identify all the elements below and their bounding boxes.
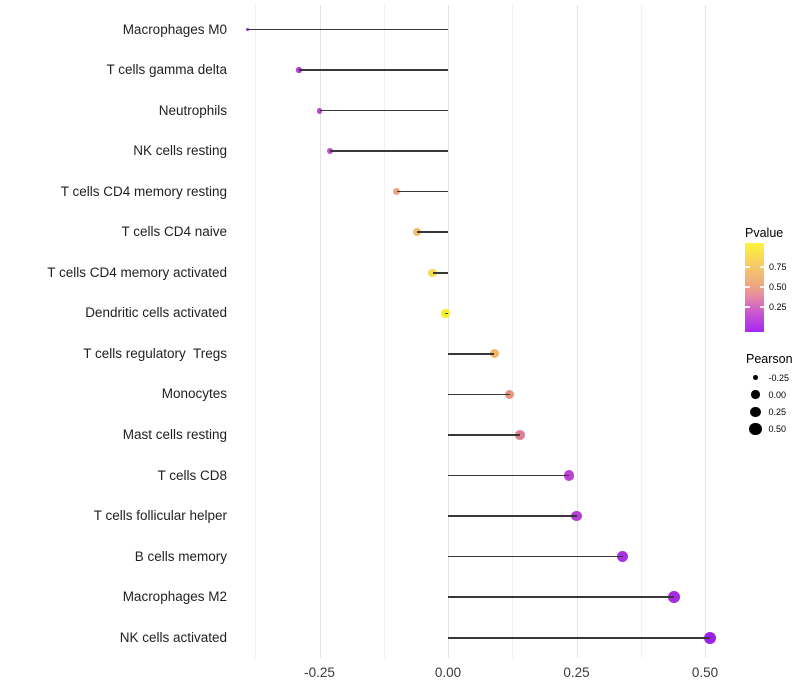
- gridline-major: [576, 5, 578, 658]
- lollipop-stem: [445, 312, 448, 315]
- category-label: T cells regulatory Tregs: [83, 345, 227, 361]
- size-legend-dot: [751, 390, 760, 399]
- category-label: T cells CD8: [157, 467, 227, 483]
- pvalue-legend-title: Pvalue: [745, 226, 784, 240]
- category-label: T cells CD4 memory activated: [47, 264, 227, 280]
- lollipop-stem: [298, 69, 448, 71]
- data-point: [413, 228, 422, 237]
- gridline-minor: [512, 5, 514, 658]
- lollipop-stem: [329, 150, 448, 152]
- category-label: Macrophages M2: [122, 589, 227, 605]
- lollipop-stem: [417, 231, 448, 234]
- x-axis-tick-label: 0.25: [563, 665, 590, 680]
- pearson-legend-title: Pearson: [746, 352, 793, 366]
- data-point: [428, 268, 437, 277]
- category-label: Neutrophils: [158, 102, 227, 118]
- category-label: Mast cells resting: [122, 427, 227, 442]
- data-point: [489, 349, 499, 359]
- size-legend-label: 0.25: [768, 406, 787, 417]
- gridline-minor: [383, 5, 385, 658]
- size-legend-dot: [752, 374, 759, 381]
- category-label: Dendritic cells activated: [85, 305, 227, 321]
- category-label: T cells CD4 memory resting: [60, 183, 227, 199]
- x-axis-tick-label: -0.25: [304, 665, 335, 680]
- category-label: Monocytes: [161, 386, 227, 402]
- gridline-major: [705, 5, 706, 658]
- category-label: T cells follicular helper: [93, 508, 227, 524]
- x-axis-tick-label: 0.50: [691, 665, 719, 680]
- category-label: NK cells resting: [133, 143, 227, 159]
- size-legend-dot: [750, 406, 761, 418]
- category-label: T cells CD4 naive: [121, 224, 227, 240]
- colorbar-tick-label: 0.50: [769, 282, 787, 293]
- colorbar-tick-right: [759, 286, 764, 288]
- size-legend-label: 0.00: [768, 389, 787, 400]
- category-label: T cells gamma delta: [106, 62, 227, 78]
- gridline-minor: [640, 5, 642, 658]
- category-label: Macrophages M0: [122, 21, 227, 37]
- gridline-major: [448, 5, 449, 658]
- size-legend-dot: [749, 423, 762, 436]
- colorbar-tick-left: [745, 286, 750, 288]
- data-point: [617, 551, 629, 563]
- data-point: [296, 67, 302, 73]
- colorbar-tick-right: [759, 306, 764, 308]
- category-label: B cells memory: [134, 548, 227, 564]
- lollipop-stem: [448, 555, 623, 558]
- lollipop-stem: [396, 190, 448, 193]
- lollipop-stem: [448, 515, 577, 517]
- lollipop-stem: [432, 272, 448, 274]
- colorbar-tick-left: [745, 306, 750, 308]
- data-point: [704, 631, 717, 644]
- lollipop-stem: [247, 28, 448, 31]
- colorbar-tick-label: 0.25: [769, 302, 787, 313]
- size-legend-label: -0.25: [768, 372, 790, 383]
- lollipop-stem: [448, 636, 711, 639]
- x-axis-tick-label: 0.00: [434, 665, 462, 680]
- data-point: [316, 107, 323, 114]
- pvalue-colorbar: [745, 243, 764, 332]
- colorbar-tick-left: [745, 266, 750, 268]
- lollipop-stem: [448, 434, 520, 436]
- gridline-major: [319, 5, 321, 658]
- gridline-minor: [255, 5, 257, 658]
- lollipop-stem: [448, 353, 495, 355]
- lollipop-stem: [448, 596, 675, 598]
- colorbar-tick-right: [759, 266, 764, 268]
- size-legend-label: 0.50: [768, 424, 787, 435]
- data-point: [563, 470, 574, 481]
- category-label: NK cells activated: [119, 629, 227, 645]
- lollipop-stem: [448, 474, 569, 477]
- lollipop-stem: [448, 393, 510, 396]
- colorbar-tick-label: 0.75: [769, 262, 787, 273]
- lollipop-stem: [319, 109, 448, 112]
